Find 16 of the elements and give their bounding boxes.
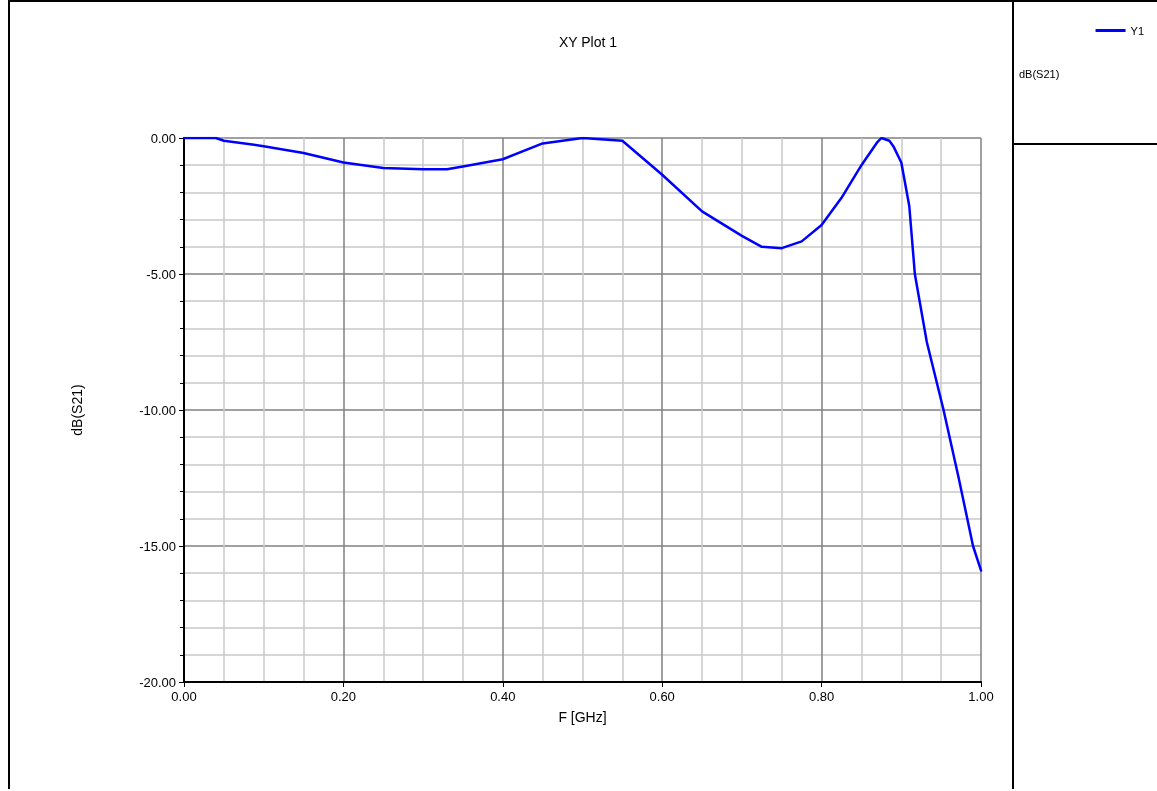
y-tick-label: -10.00: [139, 402, 176, 418]
x-tick-label: 0.40: [490, 689, 516, 704]
x-tick-label: 1.00: [968, 689, 994, 704]
y-tick-label: -5.00: [146, 266, 176, 282]
x-tick-label: 0.60: [649, 689, 675, 704]
chart-title: XY Plot 1: [558, 34, 618, 50]
y-tick-label: -20.00: [139, 674, 176, 690]
x-tick-label: 0.00: [171, 689, 197, 704]
y-tick-label: -15.00: [139, 538, 176, 554]
legend-title: dB(S21): [1019, 67, 1060, 80]
y-axis-title: dB(S21): [69, 384, 85, 436]
x-tick-label: 0.20: [330, 689, 357, 704]
x-tick-label: 0.80: [808, 689, 835, 704]
x-axis-title: F [GHz]: [558, 709, 607, 725]
y-tick-label: 0.00: [150, 130, 176, 146]
legend-label: Y1: [1130, 24, 1145, 37]
